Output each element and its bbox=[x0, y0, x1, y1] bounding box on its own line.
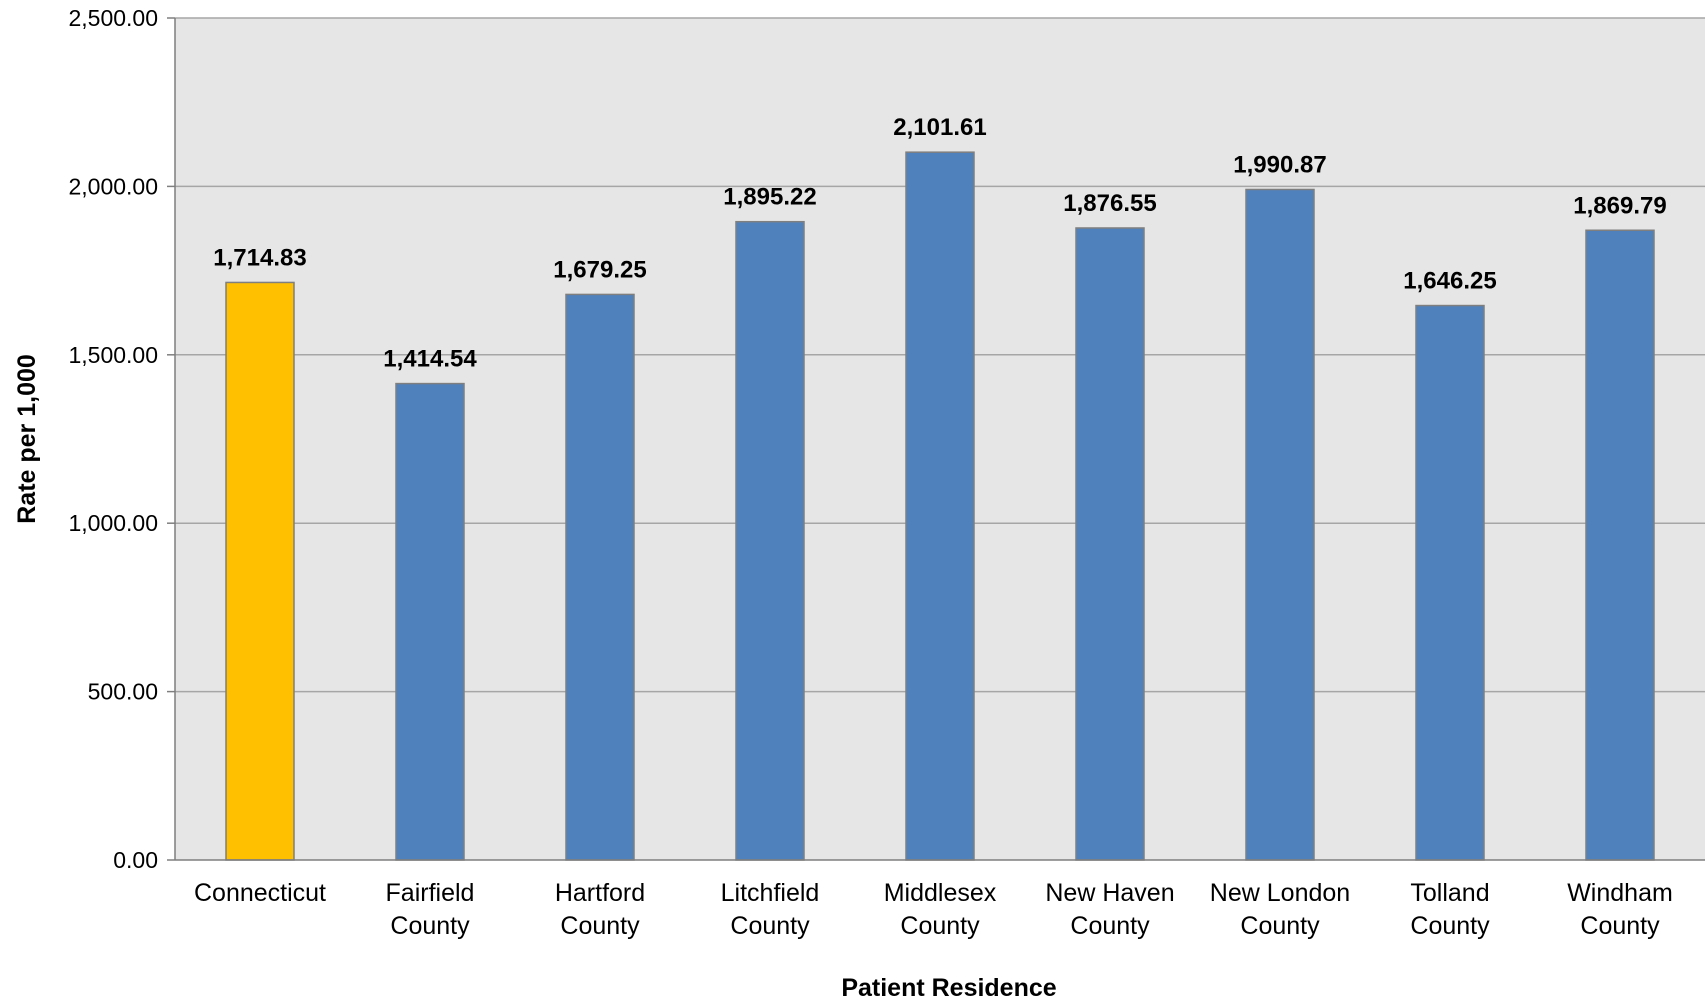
x-tick-label: County bbox=[390, 912, 470, 940]
x-tick-label: County bbox=[1410, 912, 1490, 940]
data-label: 1,869.79 bbox=[1573, 192, 1666, 219]
x-tick-label: County bbox=[560, 912, 640, 940]
bar bbox=[225, 281, 295, 861]
bar bbox=[1075, 227, 1145, 861]
x-tick-label: Windham bbox=[1567, 879, 1673, 907]
bars bbox=[225, 151, 1655, 861]
y-tick-label: 2,500.00 bbox=[68, 5, 158, 31]
data-label: 2,101.61 bbox=[893, 114, 986, 141]
bar bbox=[1585, 229, 1655, 861]
data-label: 1,679.25 bbox=[553, 256, 646, 283]
y-axis-title: Rate per 1,000 bbox=[13, 354, 41, 524]
y-tick-label: 0.00 bbox=[113, 847, 158, 873]
data-label: 1,646.25 bbox=[1403, 268, 1496, 295]
data-label: 1,714.83 bbox=[213, 244, 306, 271]
y-tick-label: 2,000.00 bbox=[68, 173, 158, 199]
bar bbox=[565, 293, 635, 861]
axes bbox=[167, 17, 1705, 861]
data-label: 1,876.55 bbox=[1063, 190, 1156, 217]
data-label: 1,895.22 bbox=[723, 184, 816, 211]
x-tick-label: Litchfield bbox=[721, 879, 820, 907]
x-tick-label: Middlesex bbox=[884, 879, 997, 907]
x-tick-label: Hartford bbox=[555, 879, 645, 907]
x-tick-label: County bbox=[1070, 912, 1150, 940]
bar bbox=[1245, 188, 1315, 861]
x-tick-label: Tolland bbox=[1410, 879, 1489, 907]
x-tick-label: Fairfield bbox=[386, 879, 475, 907]
x-tick-label: County bbox=[900, 912, 980, 940]
y-tick-label: 1,000.00 bbox=[68, 510, 158, 536]
bar bbox=[1415, 304, 1485, 861]
x-tick-label: New London bbox=[1210, 879, 1350, 907]
y-tick-label: 500.00 bbox=[88, 679, 158, 705]
data-label: 1,990.87 bbox=[1233, 151, 1326, 178]
data-label: 1,414.54 bbox=[383, 346, 477, 373]
y-tick-label: 1,500.00 bbox=[68, 342, 158, 368]
bar bbox=[905, 151, 975, 861]
x-tick-label: County bbox=[1580, 912, 1660, 940]
x-axis-title: Patient Residence bbox=[841, 974, 1056, 1001]
x-tick-label: County bbox=[730, 912, 810, 940]
x-tick-label: County bbox=[1240, 912, 1320, 940]
bar bbox=[735, 220, 805, 861]
x-tick-label: Connecticut bbox=[194, 879, 326, 907]
labels: 0.00 500.00 1,000.00 1,500.00 2,000.00 2,500.… bbox=[68, 5, 1672, 940]
x-tick-label: New Haven bbox=[1045, 879, 1174, 907]
bar bbox=[395, 382, 465, 861]
